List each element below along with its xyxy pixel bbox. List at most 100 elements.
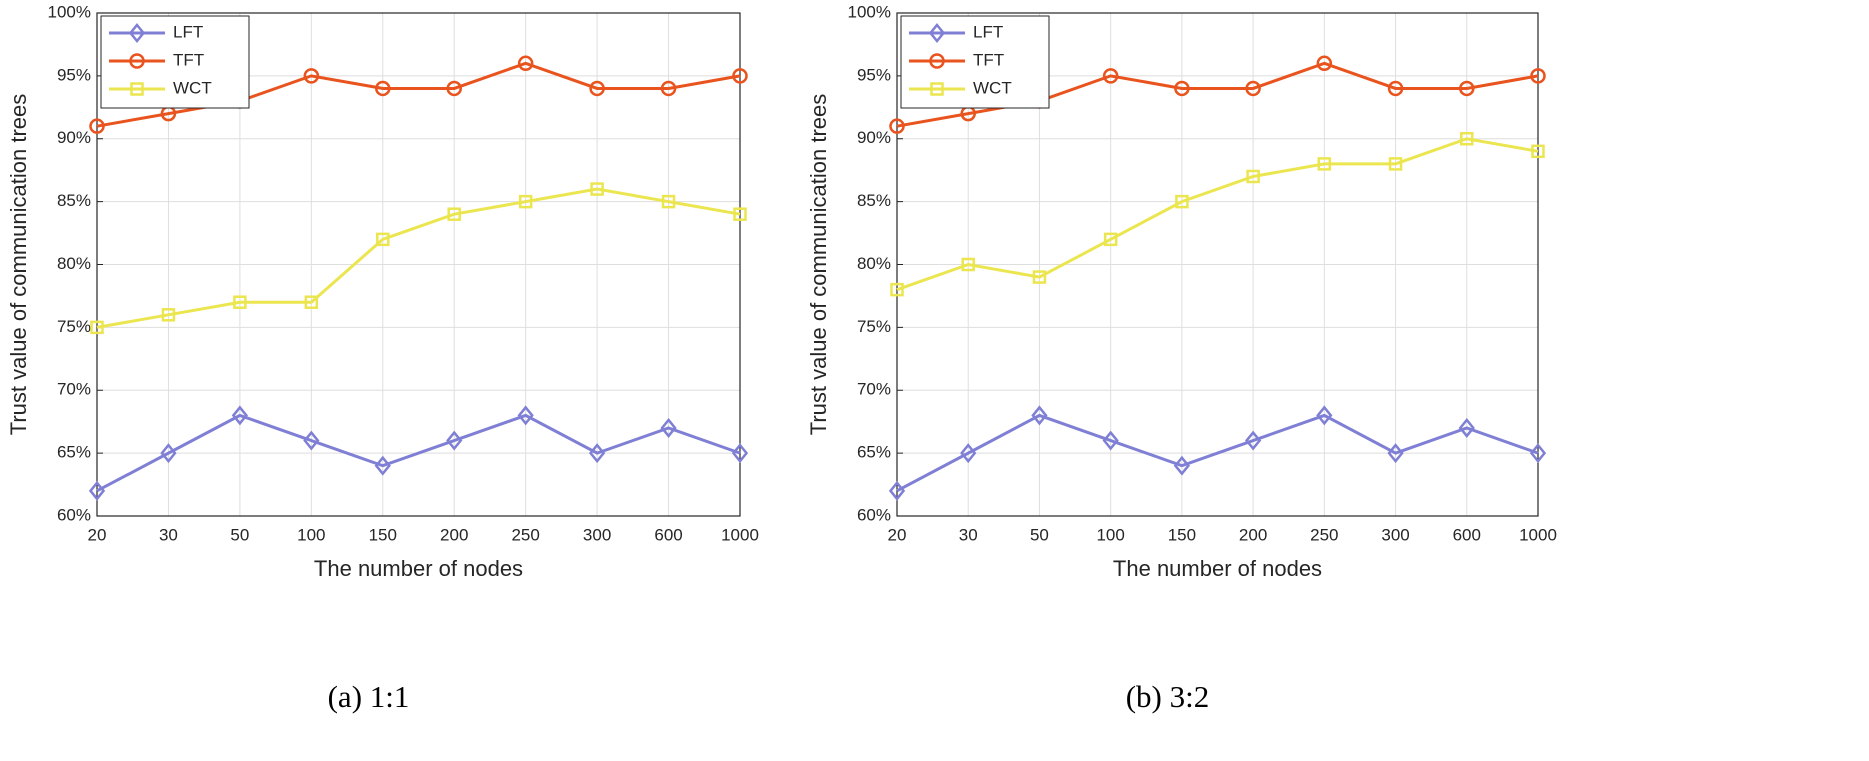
y-tick-label: 100% (848, 2, 891, 21)
axes-box (96, 12, 741, 517)
marker (960, 443, 977, 464)
legend-label: TFT (173, 50, 204, 69)
y-axis-label: Trust value of communication trees (6, 94, 31, 436)
x-tick-label: 150 (1168, 525, 1196, 544)
marker (1459, 80, 1475, 97)
x-tick-label: 600 (1453, 525, 1481, 544)
marker (303, 68, 320, 84)
y-tick-label: 90% (857, 128, 891, 147)
marker (889, 118, 905, 134)
marker (589, 80, 605, 97)
marker (890, 282, 904, 297)
marker (374, 455, 391, 476)
marker (304, 295, 319, 309)
y-tick-label: 60% (57, 505, 91, 524)
marker (1387, 443, 1404, 464)
marker (90, 320, 104, 335)
marker (233, 295, 247, 309)
marker (518, 194, 533, 209)
legend-label: WCT (973, 78, 1012, 97)
x-tick-label: 150 (369, 525, 397, 544)
y-tick-label: 70% (57, 380, 91, 399)
marker (930, 82, 944, 96)
y-tick-label: 100% (48, 2, 91, 21)
marker (130, 82, 144, 96)
marker (928, 23, 946, 43)
marker (128, 23, 146, 43)
marker (517, 55, 534, 72)
y-tick-label: 65% (857, 443, 891, 462)
x-tick-label: 200 (1239, 525, 1267, 544)
marker (589, 443, 606, 464)
legend-label: LFT (973, 22, 1003, 41)
marker (1458, 417, 1475, 438)
marker (1244, 430, 1262, 451)
series-line (896, 413, 1539, 493)
y-tick-label: 60% (857, 505, 891, 524)
marker (446, 430, 463, 451)
marker (1103, 232, 1118, 247)
marker (1102, 68, 1119, 84)
x-tick-label: 20 (888, 525, 907, 544)
marker (1388, 157, 1403, 171)
series-line (96, 187, 741, 329)
series-line (896, 137, 1539, 292)
marker (888, 480, 906, 501)
x-tick-label: 30 (959, 525, 978, 544)
marker (1173, 455, 1191, 476)
marker (1174, 80, 1190, 97)
y-tick-label: 65% (57, 443, 91, 462)
x-tick-label: 1000 (721, 525, 759, 544)
marker (590, 182, 604, 196)
marker (1032, 270, 1047, 284)
marker (231, 405, 248, 426)
marker (660, 417, 677, 438)
marker (376, 232, 390, 247)
marker (1387, 80, 1404, 97)
caption: (b) 3:2 (1126, 679, 1210, 714)
marker (129, 53, 145, 69)
marker (303, 430, 320, 451)
marker (1246, 169, 1260, 184)
marker (89, 118, 105, 134)
marker (732, 68, 748, 84)
x-tick-label: 50 (1030, 525, 1049, 544)
y-tick-label: 75% (857, 317, 891, 336)
x-tick-label: 200 (440, 525, 468, 544)
legend-box (900, 15, 1050, 109)
marker (446, 80, 462, 97)
marker (731, 443, 749, 464)
x-axis-label: The number of nodes (1113, 556, 1322, 581)
marker (1031, 405, 1048, 426)
legend-label: WCT (173, 78, 212, 97)
marker (375, 80, 391, 97)
y-tick-label: 95% (857, 65, 891, 84)
marker (1316, 55, 1333, 72)
chart: 60% 65% 70% 75% 80% 85% 90% 95% 100% 20 30 50 100 150… (806, 2, 1557, 714)
x-tick-label: 50 (230, 525, 249, 544)
y-tick-label: 95% (57, 65, 91, 84)
marker (661, 194, 676, 209)
marker (1245, 80, 1261, 97)
marker (961, 257, 975, 272)
marker (660, 80, 677, 97)
y-tick-label: 80% (857, 254, 891, 273)
y-tick-label: 70% (857, 380, 891, 399)
y-axis-label: Trust value of communication trees (806, 94, 831, 436)
marker (733, 207, 747, 221)
marker (88, 480, 106, 501)
marker (1530, 68, 1546, 84)
y-tick-label: 75% (57, 317, 91, 336)
marker (160, 443, 177, 464)
x-tick-label: 100 (297, 525, 325, 544)
x-tick-label: 100 (1096, 525, 1124, 544)
marker (517, 405, 534, 426)
marker (1317, 157, 1332, 171)
marker (929, 53, 945, 69)
x-tick-label: 300 (583, 525, 611, 544)
marker (1531, 144, 1545, 159)
marker (1460, 132, 1474, 146)
marker (1529, 443, 1547, 464)
